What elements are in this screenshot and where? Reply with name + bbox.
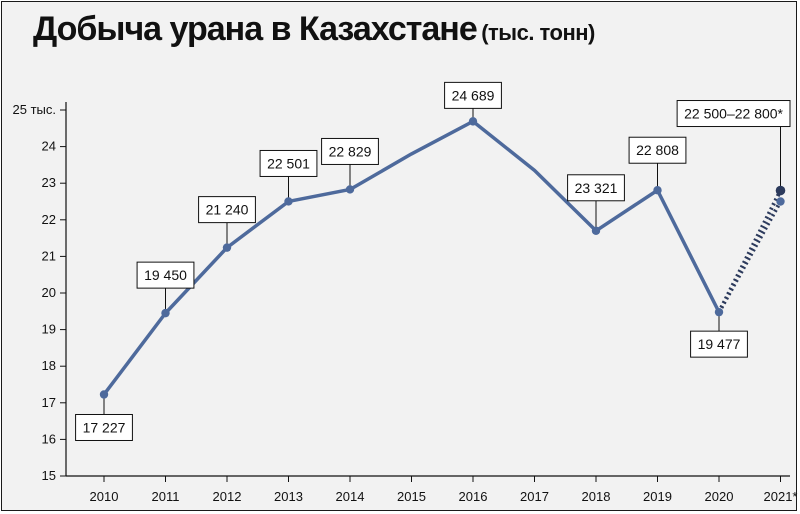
data-label: 21 240 bbox=[198, 196, 256, 224]
axes bbox=[65, 102, 790, 477]
data-label-box bbox=[75, 413, 133, 441]
x-tick-label: 2013 bbox=[274, 489, 303, 504]
x-axis-ticks: 2010 2011 2012 2013 2014 2015 2016 2017 2018 2019… bbox=[90, 476, 798, 504]
data-label: 22 501 bbox=[259, 149, 318, 177]
data-point bbox=[161, 308, 170, 318]
y-tick-label: 25 тыс. bbox=[13, 102, 56, 117]
y-tick-label: 17 bbox=[42, 395, 56, 410]
y-tick-label: 18 bbox=[42, 358, 56, 373]
data-label-text: 17 227 bbox=[83, 419, 126, 435]
data-label: 19 477 bbox=[690, 330, 748, 358]
chart-title-main: Добыча урана в Казахстане bbox=[33, 10, 478, 48]
series-lines bbox=[102, 119, 783, 397]
forecast-line-high bbox=[717, 189, 783, 314]
data-label: 22 829 bbox=[321, 137, 379, 165]
data-label-box bbox=[198, 196, 256, 224]
x-tick-label: 2010 bbox=[90, 489, 119, 504]
y-axis-ticks: 15 16 17 18 19 20 21 22 23 24 25 тыс. bbox=[13, 102, 66, 483]
forecast-point-low bbox=[776, 197, 785, 206]
data-label: 24 689 bbox=[444, 81, 502, 109]
y-tick-label: 21 bbox=[42, 248, 56, 263]
y-tick-label: 20 bbox=[42, 285, 56, 300]
data-label-box bbox=[676, 100, 791, 128]
chart-title-unit: (тыс. тонн) bbox=[481, 20, 595, 45]
data-label-text: 19 450 bbox=[144, 267, 187, 283]
data-label-box bbox=[444, 81, 502, 109]
data-label-text: 24 689 bbox=[452, 87, 495, 103]
data-label-text: 22 501 bbox=[267, 155, 310, 171]
x-tick-label: 2016 bbox=[459, 489, 488, 504]
data-label: 22 808 bbox=[628, 136, 687, 164]
forecast-point-high bbox=[775, 185, 786, 196]
data-label-box bbox=[567, 174, 625, 202]
data-label-box bbox=[628, 136, 687, 164]
data-label: 17 227 bbox=[75, 413, 133, 441]
data-label-text: 21 240 bbox=[206, 202, 249, 218]
data-label-text: 23 321 bbox=[575, 180, 618, 196]
data-label-text: 22 829 bbox=[329, 143, 372, 159]
data-label-text: 19 477 bbox=[698, 336, 741, 352]
y-tick-label: 19 bbox=[42, 322, 56, 337]
x-tick-label: 2012 bbox=[213, 489, 242, 504]
y-tick-label: 24 bbox=[42, 139, 56, 154]
y-tick-label: 22 bbox=[42, 212, 56, 227]
data-label-text: 22 500–22 800* bbox=[684, 106, 783, 122]
x-tick-label: 2021* bbox=[764, 489, 798, 504]
x-tick-label: 2011 bbox=[152, 489, 180, 504]
series-line bbox=[102, 119, 721, 397]
y-tick-label: 23 bbox=[42, 175, 56, 190]
data-point bbox=[222, 243, 232, 252]
data-point bbox=[468, 117, 478, 126]
data-label-callouts: 17 227 19 450 21 240 22 501 22 829 24 689 23 3… bbox=[75, 81, 791, 441]
data-point bbox=[653, 186, 662, 195]
x-tick-label: 2018 bbox=[582, 489, 611, 504]
data-label-text: 22 808 bbox=[636, 142, 679, 158]
y-tick-label: 15 bbox=[42, 468, 56, 483]
x-tick-label: 2020 bbox=[705, 489, 734, 504]
y-tick-label: 16 bbox=[42, 431, 56, 446]
x-tick-label: 2015 bbox=[397, 489, 426, 504]
data-label-box bbox=[690, 330, 748, 358]
forecast-line-low bbox=[717, 200, 783, 314]
data-point bbox=[345, 185, 355, 194]
data-label-box bbox=[259, 149, 318, 177]
x-tick-label: 2017 bbox=[520, 489, 549, 504]
data-point bbox=[284, 197, 293, 206]
data-label-box bbox=[321, 137, 379, 165]
x-tick-label: 2014 bbox=[336, 489, 365, 504]
data-point bbox=[99, 390, 109, 399]
data-label: 23 321 bbox=[567, 174, 625, 202]
data-label-box bbox=[136, 261, 195, 289]
data-label: 22 500–22 800* bbox=[676, 100, 791, 128]
chart-title: Добыча урана в Казахстане (тыс. тонн) bbox=[33, 10, 595, 49]
data-point bbox=[591, 226, 601, 235]
data-point bbox=[714, 307, 724, 317]
x-tick-label: 2019 bbox=[643, 489, 672, 504]
data-label: 19 450 bbox=[136, 261, 195, 289]
data-points bbox=[99, 117, 786, 399]
